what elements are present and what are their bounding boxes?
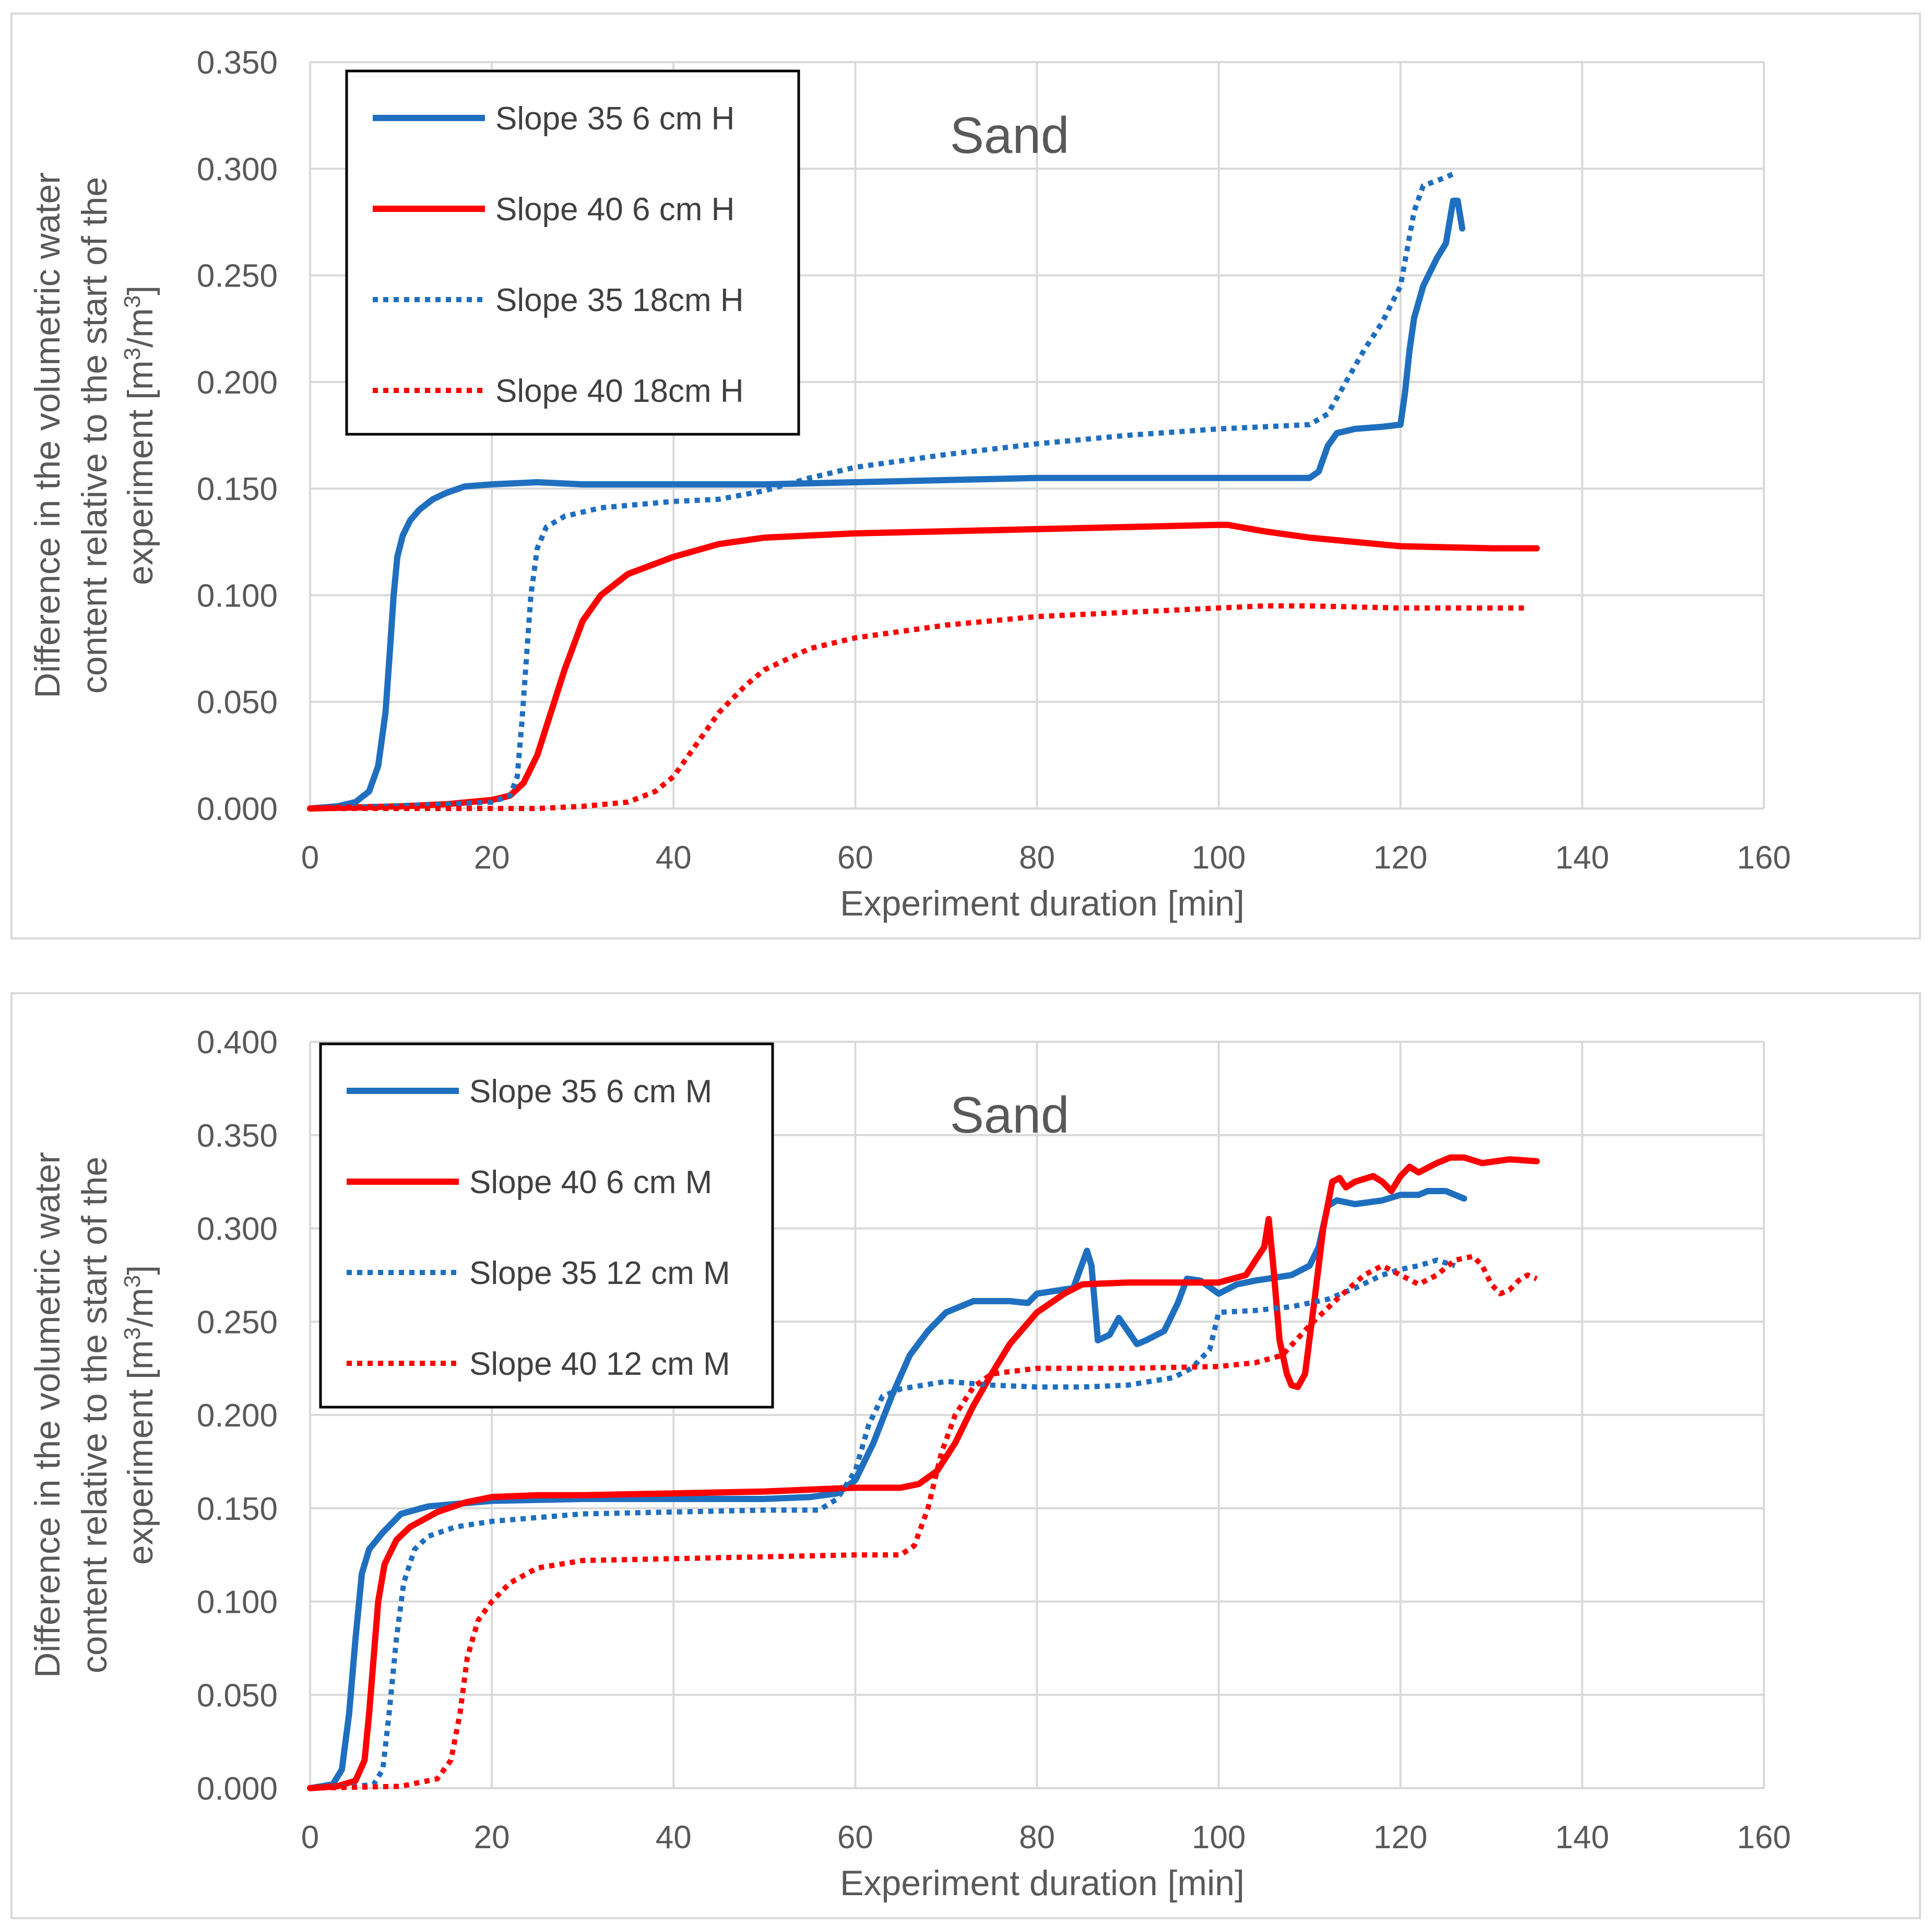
x-tick-label: 20 <box>474 1819 510 1855</box>
y-axis-label: Difference in the volumetric water conten… <box>28 172 160 698</box>
y-tick-label: 0.150 <box>197 1491 278 1527</box>
x-tick-label: 120 <box>1373 840 1427 876</box>
y-tick-label: 0.250 <box>197 1304 278 1340</box>
y-axis-label-line: Difference in the volumetric water <box>28 172 67 698</box>
x-tick-label: 120 <box>1373 1819 1427 1855</box>
y-axis-label-line: content relative to the start of the <box>75 177 114 694</box>
y-tick-label: 0.200 <box>197 365 278 401</box>
series-line-3 <box>310 170 1456 811</box>
x-axis-label: Experiment duration [min] <box>840 1863 1244 1903</box>
legend-box <box>345 69 800 436</box>
legend-box <box>319 1042 774 1409</box>
y-label-sup: 3 <box>120 1275 145 1288</box>
x-tick-label: 60 <box>837 1819 873 1855</box>
x-tick-label: 0 <box>301 840 319 876</box>
y-tick-label: 0.150 <box>197 471 278 507</box>
y-tick-label: 0.250 <box>197 258 278 294</box>
x-tick-label: 160 <box>1737 1819 1791 1855</box>
chart-title: Sand <box>950 106 1070 164</box>
series-line-4 <box>310 1254 1538 1791</box>
x-tick-label: 80 <box>1019 1819 1055 1855</box>
y-label-part: ] <box>121 1265 160 1275</box>
legend-entry-label: Slope 40 18cm H <box>495 373 744 409</box>
y-axis-label-line: content relative to the start of the <box>75 1157 114 1673</box>
y-label-part: experiment [m <box>121 360 160 585</box>
x-tick-label: 140 <box>1555 840 1609 876</box>
y-tick-label: 0.050 <box>197 685 278 721</box>
legend: Slope 35 6 cm H Slope 40 6 cm H Slope 35 1… <box>345 69 800 436</box>
series-line-4 <box>310 603 1528 811</box>
chart-title: Sand <box>950 1086 1070 1144</box>
y-axis-label-line: experiment [m3/m3] <box>120 286 161 585</box>
x-tick-label: 100 <box>1192 1819 1246 1855</box>
chart-top-svg: 0.000 0.050 0.100 0.150 0.200 0.250 0.300 0.350… <box>28 45 1791 923</box>
x-tick-label: 60 <box>837 840 873 876</box>
y-tick-label: 0.300 <box>197 151 278 187</box>
y-label-part: ] <box>121 286 160 295</box>
series-line-2 <box>307 1154 1540 1791</box>
y-axis-label: Difference in the volumetric water conten… <box>28 1152 160 1678</box>
x-tick-label: 100 <box>1192 840 1246 876</box>
legend: Slope 35 6 cm M Slope 40 6 cm M Slope 35 1… <box>319 1042 774 1409</box>
x-tick-label: 40 <box>656 840 692 876</box>
chart-panel-bottom: 0.000 0.050 0.100 0.150 0.200 0.250 0.300 0.350… <box>10 992 1921 1919</box>
y-tick-label: 0.000 <box>197 1771 278 1807</box>
legend-entry-label: Slope 35 6 cm M <box>469 1074 712 1110</box>
legend-entry-label: Slope 35 12 cm M <box>469 1255 730 1291</box>
chart-panel-top: 0.000 0.050 0.100 0.150 0.200 0.250 0.300 0.350… <box>10 13 1921 939</box>
legend-entry-label: Slope 35 18cm H <box>495 282 744 318</box>
y-tick-label: 0.350 <box>197 1118 278 1154</box>
series-line-2 <box>307 521 1540 812</box>
y-tick-label: 0.300 <box>197 1211 278 1247</box>
x-tick-label: 40 <box>656 1819 692 1855</box>
y-axis-label-line: Difference in the volumetric water <box>28 1152 67 1678</box>
x-tick-label: 20 <box>474 840 510 876</box>
x-tick-label: 0 <box>301 1819 319 1855</box>
series-line-3 <box>310 1257 1456 1791</box>
y-tick-label: 0.100 <box>197 578 278 614</box>
y-tick-label: 0.050 <box>197 1678 278 1714</box>
chart-bottom-svg: 0.000 0.050 0.100 0.150 0.200 0.250 0.300 0.350… <box>28 1025 1791 1903</box>
y-tick-label: 0.400 <box>197 1025 278 1061</box>
x-axis-label: Experiment duration [min] <box>840 884 1244 923</box>
y-label-part: /m <box>121 308 160 348</box>
legend-entry-label: Slope 40 6 cm H <box>495 192 734 228</box>
y-label-part: /m <box>121 1288 160 1327</box>
x-tick-label: 80 <box>1019 840 1055 876</box>
y-axis-label-line: experiment [m3/m3] <box>120 1265 161 1565</box>
y-tick-label: 0.350 <box>197 45 278 81</box>
x-tick-label: 140 <box>1555 1819 1609 1855</box>
x-tick-label: 160 <box>1737 840 1791 876</box>
legend-entry-label: Slope 35 6 cm H <box>495 101 734 137</box>
y-label-sup: 3 <box>120 1327 145 1340</box>
y-label-part: experiment [m <box>121 1340 160 1565</box>
series-line-1 <box>307 197 1466 812</box>
y-label-sup: 3 <box>120 348 145 360</box>
y-tick-label: 0.000 <box>197 791 278 827</box>
y-label-sup: 3 <box>120 295 145 308</box>
y-tick-label: 0.200 <box>197 1398 278 1434</box>
legend-entry-label: Slope 40 12 cm M <box>469 1346 730 1382</box>
y-tick-label: 0.100 <box>197 1585 278 1621</box>
legend-entry-label: Slope 40 6 cm M <box>469 1164 712 1200</box>
